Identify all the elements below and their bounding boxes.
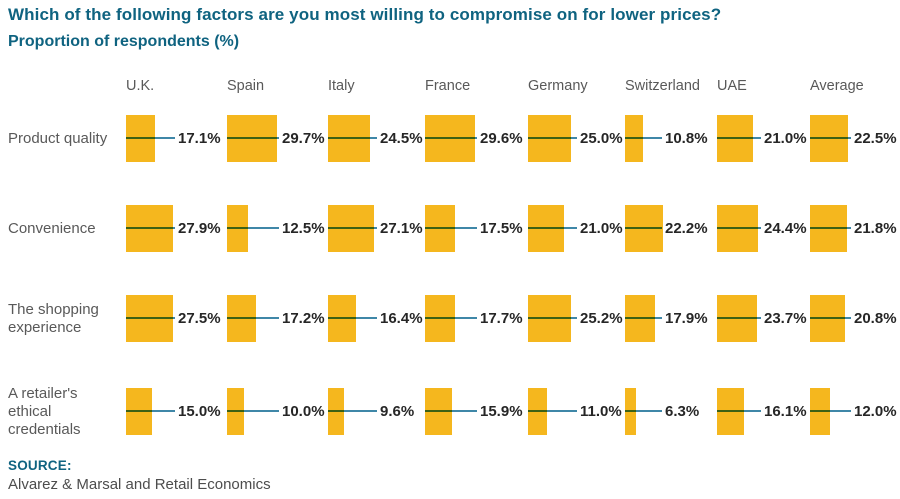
leader-line bbox=[528, 410, 577, 412]
leader-line bbox=[227, 227, 279, 229]
leader-line bbox=[126, 317, 175, 319]
chart-subtitle: Proportion of respondents (%) bbox=[8, 33, 240, 50]
value-label: 27.1% bbox=[380, 220, 423, 237]
value-label: 23.7% bbox=[764, 310, 807, 327]
value-label: 17.9% bbox=[665, 310, 708, 327]
leader-line bbox=[425, 410, 477, 412]
value-label: 29.7% bbox=[282, 130, 325, 147]
leader-line bbox=[810, 137, 851, 139]
leader-line bbox=[126, 227, 175, 229]
source-label: SOURCE: bbox=[8, 458, 72, 473]
value-label: 27.9% bbox=[178, 220, 221, 237]
value-label: 16.4% bbox=[380, 310, 423, 327]
leader-line bbox=[126, 137, 175, 139]
leader-line bbox=[810, 410, 851, 412]
leader-line bbox=[328, 317, 377, 319]
leader-line bbox=[528, 317, 577, 319]
value-label: 11.0% bbox=[580, 403, 622, 420]
leader-line bbox=[625, 137, 662, 139]
value-label: 10.0% bbox=[282, 403, 325, 420]
column-header-france: France bbox=[425, 78, 471, 94]
leader-line bbox=[328, 410, 377, 412]
leader-line bbox=[810, 227, 851, 229]
value-label: 25.2% bbox=[580, 310, 623, 327]
row-label-the-shopping-experience: The shopping experience bbox=[8, 300, 99, 336]
value-label: 6.3% bbox=[665, 403, 700, 420]
leader-line bbox=[425, 317, 477, 319]
value-label: 15.0% bbox=[178, 403, 221, 420]
column-header-average: Average bbox=[810, 78, 864, 94]
leader-line bbox=[425, 227, 477, 229]
leader-line bbox=[425, 137, 477, 139]
column-header-germany: Germany bbox=[528, 78, 588, 94]
value-label: 17.1% bbox=[178, 130, 221, 147]
value-label: 16.1% bbox=[764, 403, 807, 420]
leader-line bbox=[528, 137, 577, 139]
leader-line bbox=[625, 317, 662, 319]
row-label-product-quality: Product quality bbox=[8, 129, 108, 147]
column-header-switzerland: Switzerland bbox=[625, 78, 700, 94]
column-header-italy: Italy bbox=[328, 78, 355, 94]
row-label-convenience: Convenience bbox=[8, 219, 96, 237]
value-label: 21.0% bbox=[580, 220, 623, 237]
value-label: 21.8% bbox=[854, 220, 897, 237]
leader-line bbox=[717, 410, 761, 412]
row-label-a-retailer-s-ethical-credentials: A retailer's ethical credentials bbox=[8, 384, 81, 438]
value-label: 24.4% bbox=[764, 220, 807, 237]
column-header-spain: Spain bbox=[227, 78, 265, 94]
leader-line bbox=[528, 227, 577, 229]
value-label: 12.0% bbox=[854, 403, 897, 420]
value-label: 12.5% bbox=[282, 220, 325, 237]
leader-line bbox=[717, 227, 761, 229]
value-label: 22.2% bbox=[665, 220, 708, 237]
leader-line bbox=[717, 137, 761, 139]
pictogram-bar-chart: U.K. Spain Italy France Germany Switzerland UA… bbox=[0, 70, 900, 450]
column-header-u-k: U.K. bbox=[126, 78, 155, 94]
value-label: 17.5% bbox=[480, 220, 523, 237]
leader-line bbox=[625, 227, 662, 229]
value-label: 17.2% bbox=[282, 310, 325, 327]
chart-title: Which of the following factors are you m… bbox=[8, 5, 722, 24]
leader-line bbox=[328, 137, 377, 139]
value-label: 25.0% bbox=[580, 130, 623, 147]
leader-line bbox=[227, 410, 279, 412]
value-label: 24.5% bbox=[380, 130, 423, 147]
value-label: 20.8% bbox=[854, 310, 897, 327]
value-label: 10.8% bbox=[665, 130, 708, 147]
value-label: 15.9% bbox=[480, 403, 523, 420]
value-label: 17.7% bbox=[480, 310, 523, 327]
value-label: 22.5% bbox=[854, 130, 897, 147]
leader-line bbox=[717, 317, 761, 319]
column-header-uae: UAE bbox=[717, 78, 747, 94]
leader-line bbox=[227, 317, 279, 319]
leader-line bbox=[227, 137, 279, 139]
value-label: 21.0% bbox=[764, 130, 807, 147]
leader-line bbox=[625, 410, 662, 412]
leader-line bbox=[328, 227, 377, 229]
value-label: 27.5% bbox=[178, 310, 221, 327]
leader-line bbox=[126, 410, 175, 412]
value-label: 9.6% bbox=[380, 403, 415, 420]
value-label: 29.6% bbox=[480, 130, 523, 147]
source-text: Alvarez & Marsal and Retail Economics bbox=[8, 476, 271, 493]
leader-line bbox=[810, 317, 851, 319]
